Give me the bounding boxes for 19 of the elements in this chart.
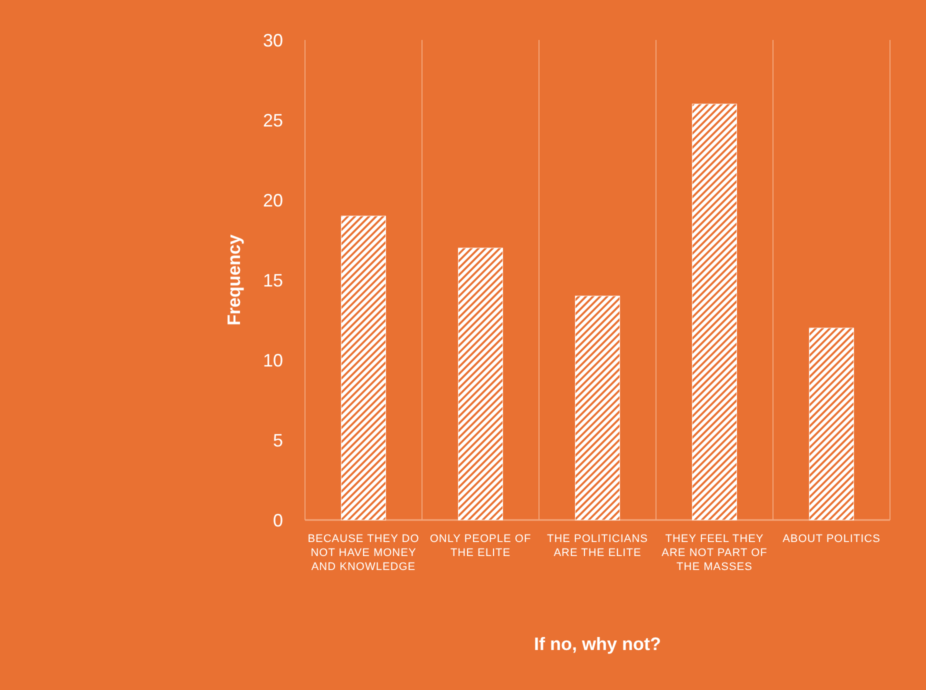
- bar: [341, 216, 386, 520]
- x-axis-title: If no, why not?: [534, 634, 661, 654]
- y-tick-label: 25: [262, 110, 283, 130]
- y-tick-label: 20: [262, 190, 283, 210]
- bar: [809, 328, 854, 520]
- x-tick-label: ABOUT POLITICS: [782, 533, 880, 545]
- y-tick-label: 30: [262, 30, 283, 50]
- x-tick-label: ONLY PEOPLE OF THE ELITE: [430, 533, 532, 559]
- x-tick-label: THE POLITICIANS ARE THE ELITE: [546, 533, 648, 559]
- y-tick-label: 0: [272, 510, 283, 530]
- y-axis-title: Frequency: [224, 234, 244, 326]
- x-tick-label: THEY FEEL THEY ARE NOT PART OF THE MASSES: [662, 533, 768, 573]
- bar: [692, 104, 737, 520]
- y-tick-label: 15: [262, 270, 283, 290]
- bar: [458, 248, 503, 520]
- y-tick-label: 5: [272, 430, 283, 450]
- y-tick-label: 10: [262, 350, 283, 370]
- x-tick-label: BECAUSE THEY DO NOT HAVE MONEY AND KNOWLEDGE: [308, 533, 420, 573]
- bar: [575, 296, 620, 520]
